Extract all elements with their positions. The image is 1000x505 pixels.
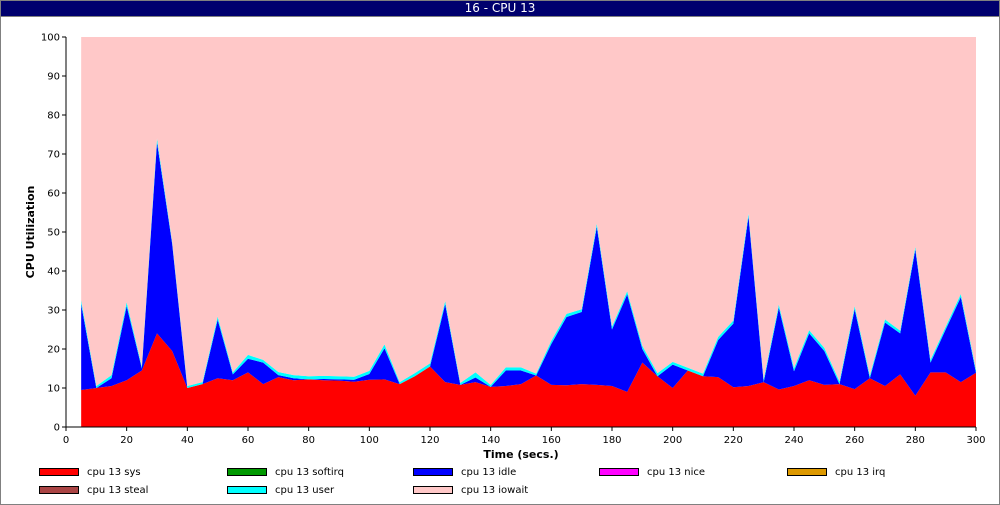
- x-tick-label: 140: [481, 435, 500, 446]
- x-axis-label: Time (secs.): [483, 448, 558, 461]
- cpu-utilization-chart: 0 20 40 60 80 100 120 140 160 180 200 220 240 260 280 3…: [24, 33, 986, 462]
- y-tick-label: 0: [54, 423, 60, 434]
- legend-swatch: [39, 486, 79, 494]
- legend-item-cpu-13-user: cpu 13 user: [227, 483, 334, 497]
- x-tick-label: 100: [360, 435, 379, 446]
- legend-item-cpu-13-idle: cpu 13 idle: [413, 465, 516, 479]
- area-cpu-13-idle: [81, 142, 977, 396]
- legend-item-cpu-13-steal: cpu 13 steal: [39, 483, 148, 497]
- legend-swatch: [599, 468, 639, 476]
- y-tick-label: 50: [47, 228, 60, 239]
- y-tick-label: 40: [47, 267, 60, 278]
- y-tick-label: 60: [47, 189, 60, 200]
- x-tick-label: 300: [966, 435, 985, 446]
- legend-swatch: [39, 468, 79, 476]
- x-tick-label: 260: [845, 435, 864, 446]
- legend-item-cpu-13-iowait: cpu 13 iowait: [413, 483, 528, 497]
- legend-item-cpu-13-softirq: cpu 13 softirq: [227, 465, 344, 479]
- x-tick-label: 80: [302, 435, 315, 446]
- area-cpu-13-iowait: [81, 37, 977, 387]
- y-tick-label: 10: [47, 384, 60, 395]
- x-tick-label: 200: [663, 435, 682, 446]
- x-tick-label: 240: [784, 435, 803, 446]
- legend-swatch: [413, 468, 453, 476]
- legend-item-cpu-13-irq: cpu 13 irq: [787, 465, 885, 479]
- x-tick-label: 180: [602, 435, 621, 446]
- y-tick-label: 80: [47, 111, 60, 122]
- legend-label: cpu 13 nice: [647, 466, 706, 478]
- legend-label: cpu 13 steal: [87, 484, 149, 496]
- x-ticks: 0 20 40 60 80 100 120 140 160 180 200 220 240 260 280 3…: [63, 427, 986, 446]
- y-tick-label: 20: [47, 345, 60, 356]
- y-tick-label: 70: [47, 150, 60, 161]
- window-title: 16 - CPU 13: [464, 1, 536, 15]
- x-tick-label: 220: [724, 435, 743, 446]
- y-ticks: 0 10 20 30 40 50 60 70 80 90 100: [41, 33, 66, 434]
- legend-swatch: [227, 468, 267, 476]
- chart-panel: 0 20 40 60 80 100 120 140 160 180 200 220 240 260 280 3…: [0, 16, 1000, 505]
- legend-label: cpu 13 irq: [835, 466, 886, 478]
- stacked-areas: [81, 37, 977, 427]
- x-tick-label: 20: [120, 435, 133, 446]
- legend-swatch: [227, 486, 267, 494]
- legend-label: cpu 13 iowait: [461, 484, 529, 496]
- legend-swatch: [787, 468, 827, 476]
- x-tick-label: 160: [542, 435, 561, 446]
- x-tick-label: 40: [181, 435, 194, 446]
- window-title-bar: 16 - CPU 13: [0, 0, 1000, 16]
- y-tick-label: 30: [47, 306, 60, 317]
- legend-label: cpu 13 softirq: [275, 466, 344, 478]
- legend-swatch: [413, 486, 453, 494]
- x-tick-label: 120: [420, 435, 439, 446]
- y-tick-label: 100: [41, 33, 60, 44]
- x-tick-label: 280: [906, 435, 925, 446]
- legend-item-cpu-13-nice: cpu 13 nice: [599, 465, 705, 479]
- legend-label: cpu 13 sys: [87, 466, 141, 478]
- x-tick-label: 60: [242, 435, 255, 446]
- legend-label: cpu 13 idle: [461, 466, 517, 478]
- legend-label: cpu 13 user: [275, 484, 335, 496]
- area-cpu-13-sys: [81, 333, 977, 427]
- y-tick-label: 90: [47, 72, 60, 83]
- y-axis-label: CPU Utilization: [24, 186, 37, 279]
- x-tick-label: 0: [63, 435, 69, 446]
- legend-item-cpu-13-sys: cpu 13 sys: [39, 465, 141, 479]
